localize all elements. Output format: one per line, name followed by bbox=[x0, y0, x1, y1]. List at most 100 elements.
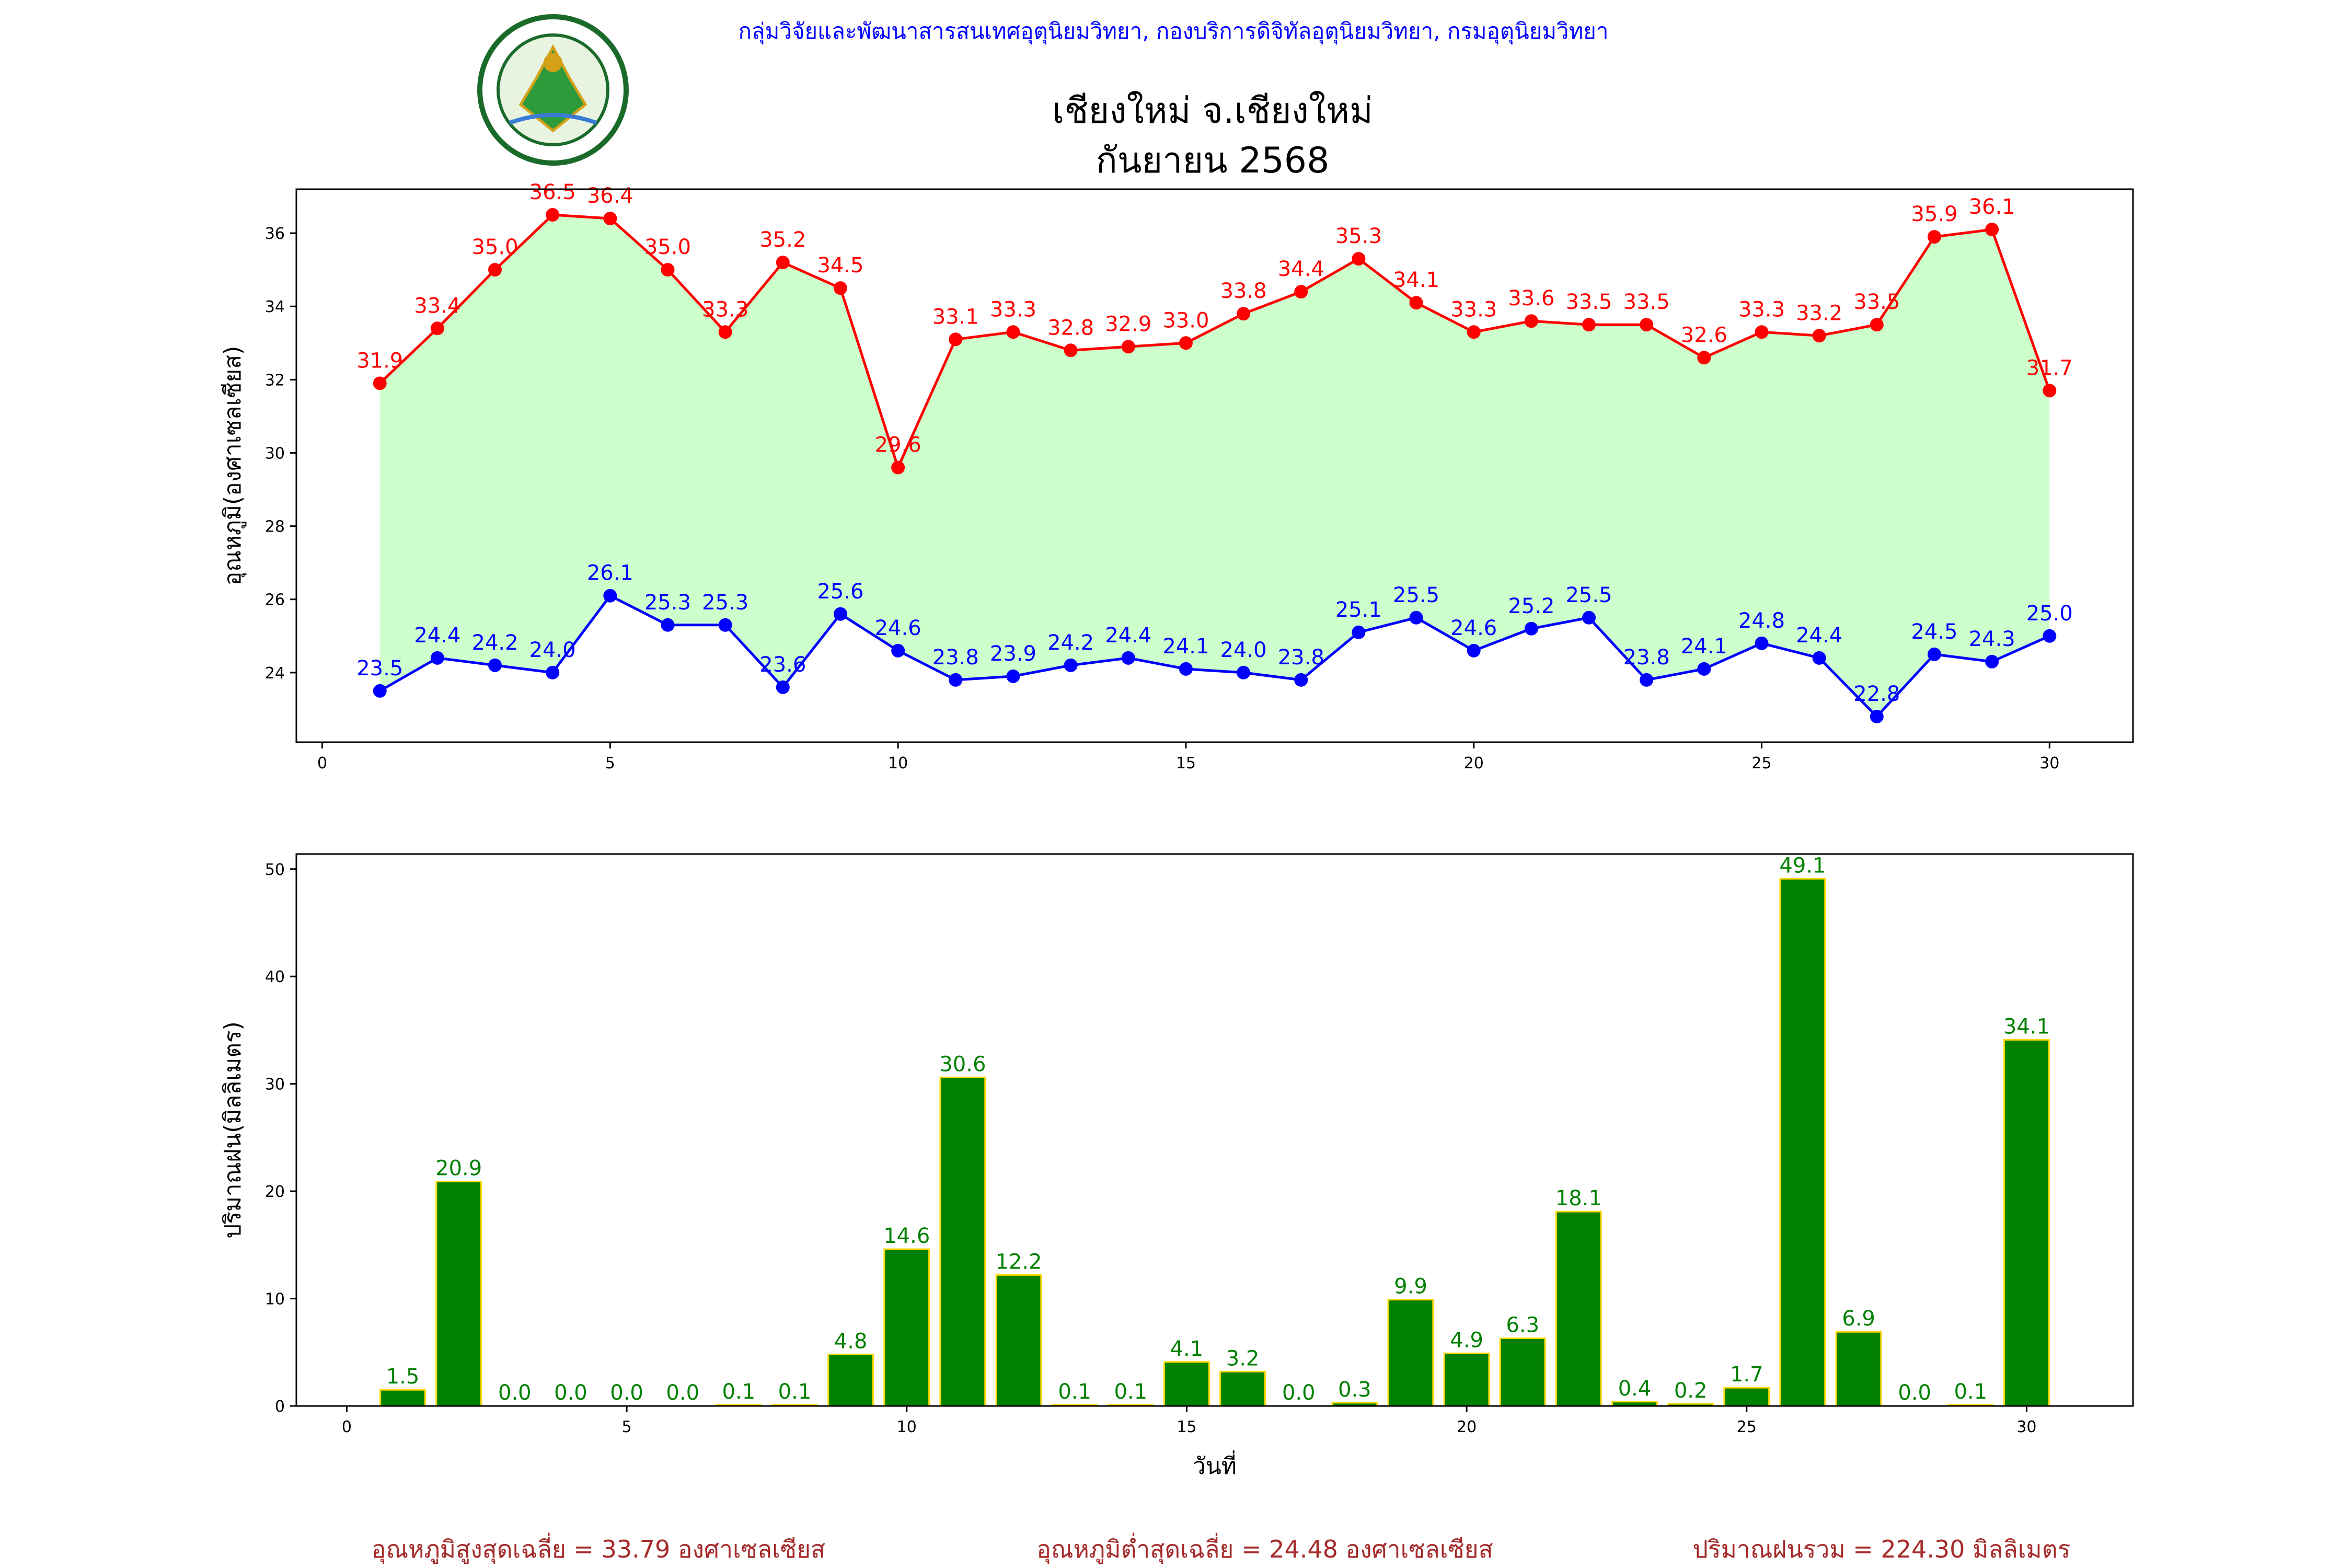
rainfall-bar-label: 30.6 bbox=[939, 1052, 986, 1076]
temperature-y-tick-label: 36 bbox=[265, 225, 285, 243]
min-temperature-label: 25.0 bbox=[2026, 602, 2073, 626]
rainfall-bar-label: 0.1 bbox=[722, 1380, 756, 1404]
min-temperature-point bbox=[1179, 662, 1193, 676]
min-temperature-line bbox=[379, 594, 2050, 719]
max-temperature-label: 35.3 bbox=[1335, 224, 1382, 248]
max-temperature-label: 33.6 bbox=[1508, 286, 1554, 310]
min-temperature-point bbox=[776, 680, 790, 694]
rainfall-bar-label: 4.8 bbox=[834, 1329, 868, 1353]
max-temperature-label: 35.2 bbox=[759, 228, 806, 252]
max-temperature-label: 31.7 bbox=[2026, 356, 2073, 380]
min-temperature-label: 24.8 bbox=[1738, 609, 1785, 633]
rainfall-bar bbox=[1779, 878, 1826, 1407]
min-temperature-point bbox=[1812, 651, 1826, 665]
max-temperature-point bbox=[1064, 343, 1078, 358]
max-temperature-label: 33.8 bbox=[1220, 279, 1267, 303]
max-temperature-point bbox=[776, 256, 790, 270]
max-temperature-point bbox=[1524, 314, 1538, 328]
rainfall-bar-label: 0.0 bbox=[1898, 1381, 1931, 1405]
max-temperature-point bbox=[1985, 223, 1999, 237]
min-temperature-point bbox=[1467, 643, 1481, 658]
max-temperature-point bbox=[546, 208, 560, 222]
max-temperature-label: 34.1 bbox=[1393, 268, 1439, 292]
rainfall-bar-label: 0.1 bbox=[1058, 1380, 1091, 1404]
temperature-y-tick-label: 34 bbox=[265, 298, 285, 316]
rainfall-bar bbox=[1163, 1361, 1210, 1407]
rainfall-x-tick-label: 15 bbox=[1177, 1418, 1196, 1436]
rainfall-bar bbox=[1387, 1299, 1434, 1407]
max-temperature-point bbox=[1582, 318, 1596, 332]
min-temperature-point bbox=[1870, 709, 1884, 723]
temperature-y-tick-label: 32 bbox=[265, 371, 285, 389]
max-temperature-label: 32.8 bbox=[1047, 316, 1094, 340]
rainfall-bar-label: 1.7 bbox=[1730, 1363, 1763, 1387]
max-temperature-point bbox=[1237, 307, 1251, 321]
rainfall-bar-label: 1.5 bbox=[386, 1365, 420, 1389]
max-temperature-point bbox=[1697, 351, 1711, 365]
min-temperature-label: 24.3 bbox=[1969, 627, 2015, 651]
min-temperature-label: 23.5 bbox=[356, 656, 403, 681]
max-temperature-label: 31.9 bbox=[356, 349, 403, 373]
chart-title-month: กันยายน 2568 bbox=[1096, 140, 1330, 181]
min-temperature-label: 25.2 bbox=[1508, 594, 1554, 618]
min-temperature-label: 24.1 bbox=[1681, 635, 1727, 659]
min-temperature-point bbox=[891, 643, 905, 658]
rainfall-bar-label: 20.9 bbox=[435, 1157, 482, 1181]
max-temperature-point bbox=[1006, 325, 1020, 339]
rainfall-bar-label: 12.2 bbox=[995, 1250, 1042, 1274]
min-temperature-label: 26.1 bbox=[587, 561, 633, 585]
max-temperature-label: 33.5 bbox=[1853, 290, 1900, 314]
min-temperature-point bbox=[1294, 673, 1308, 687]
max-temperature-point bbox=[1755, 325, 1769, 339]
max-temperature-point bbox=[949, 332, 963, 347]
rainfall-bar bbox=[827, 1353, 874, 1407]
max-temperature-label: 34.5 bbox=[817, 253, 863, 278]
max-temperature-label: 33.1 bbox=[932, 305, 979, 329]
rainfall-bar-label: 4.9 bbox=[1450, 1328, 1483, 1352]
rainfall-bar bbox=[1499, 1338, 1546, 1407]
temperature-y-axis-label: อุณหภูมิ(องศาเซลเซียส) bbox=[220, 346, 247, 586]
min-temperature-label: 25.5 bbox=[1393, 583, 1439, 607]
temperature-y-tick-label: 24 bbox=[265, 664, 285, 683]
temperature-y-tick-label: 30 bbox=[265, 444, 285, 463]
temperature-x-tick-label: 10 bbox=[888, 754, 908, 773]
min-temperature-label: 23.8 bbox=[1278, 645, 1324, 670]
max-temperature-point bbox=[1352, 252, 1366, 266]
rainfall-bar-label: 0.1 bbox=[1954, 1380, 1987, 1404]
rainfall-y-tick-label: 30 bbox=[265, 1076, 285, 1094]
rainfall-bar-label: 0.0 bbox=[554, 1381, 587, 1405]
min-temperature-point bbox=[2043, 629, 2057, 643]
max-temperature-label: 33.0 bbox=[1162, 308, 1209, 332]
max-temperature-label: 33.3 bbox=[1738, 297, 1785, 321]
rainfall-x-tick-label: 10 bbox=[897, 1418, 917, 1436]
min-temperature-point bbox=[373, 684, 387, 698]
max-temperature-point bbox=[1294, 285, 1308, 299]
max-temperature-label: 36.5 bbox=[529, 180, 576, 204]
max-temperature-point bbox=[833, 281, 847, 295]
max-temperature-label: 35.9 bbox=[1911, 202, 1957, 226]
meteorological-department-logo bbox=[477, 14, 629, 166]
min-temperature-label: 25.6 bbox=[817, 580, 863, 604]
min-temperature-point bbox=[1582, 610, 1596, 625]
max-temperature-label: 32.6 bbox=[1681, 323, 1727, 347]
temperature-x-tick-label: 15 bbox=[1176, 754, 1196, 773]
rainfall-bar-label: 0.2 bbox=[1674, 1379, 1708, 1403]
rainfall-axes-frame bbox=[295, 853, 2134, 1407]
max-temperature-point bbox=[1409, 296, 1423, 310]
rainfall-bar bbox=[1443, 1352, 1490, 1407]
max-temperature-label: 35.0 bbox=[644, 235, 691, 259]
max-temperature-label: 35.0 bbox=[472, 235, 518, 259]
temperature-x-tick-label: 0 bbox=[317, 754, 327, 773]
max-temperature-point bbox=[661, 263, 675, 277]
min-temperature-label: 25.3 bbox=[702, 591, 748, 615]
min-temperature-point bbox=[1006, 669, 1020, 683]
temperature-y-tick-label: 26 bbox=[265, 591, 285, 609]
max-temperature-point bbox=[430, 321, 444, 336]
rainfall-x-axis-label: วันที่ bbox=[1193, 1450, 1237, 1480]
min-temperature-point bbox=[430, 651, 444, 665]
min-temperature-point bbox=[1640, 673, 1654, 687]
rainfall-y-tick-label: 50 bbox=[265, 861, 285, 879]
rainfall-bar-label: 0.3 bbox=[1338, 1378, 1371, 1402]
min-temperature-label: 23.9 bbox=[990, 642, 1036, 666]
